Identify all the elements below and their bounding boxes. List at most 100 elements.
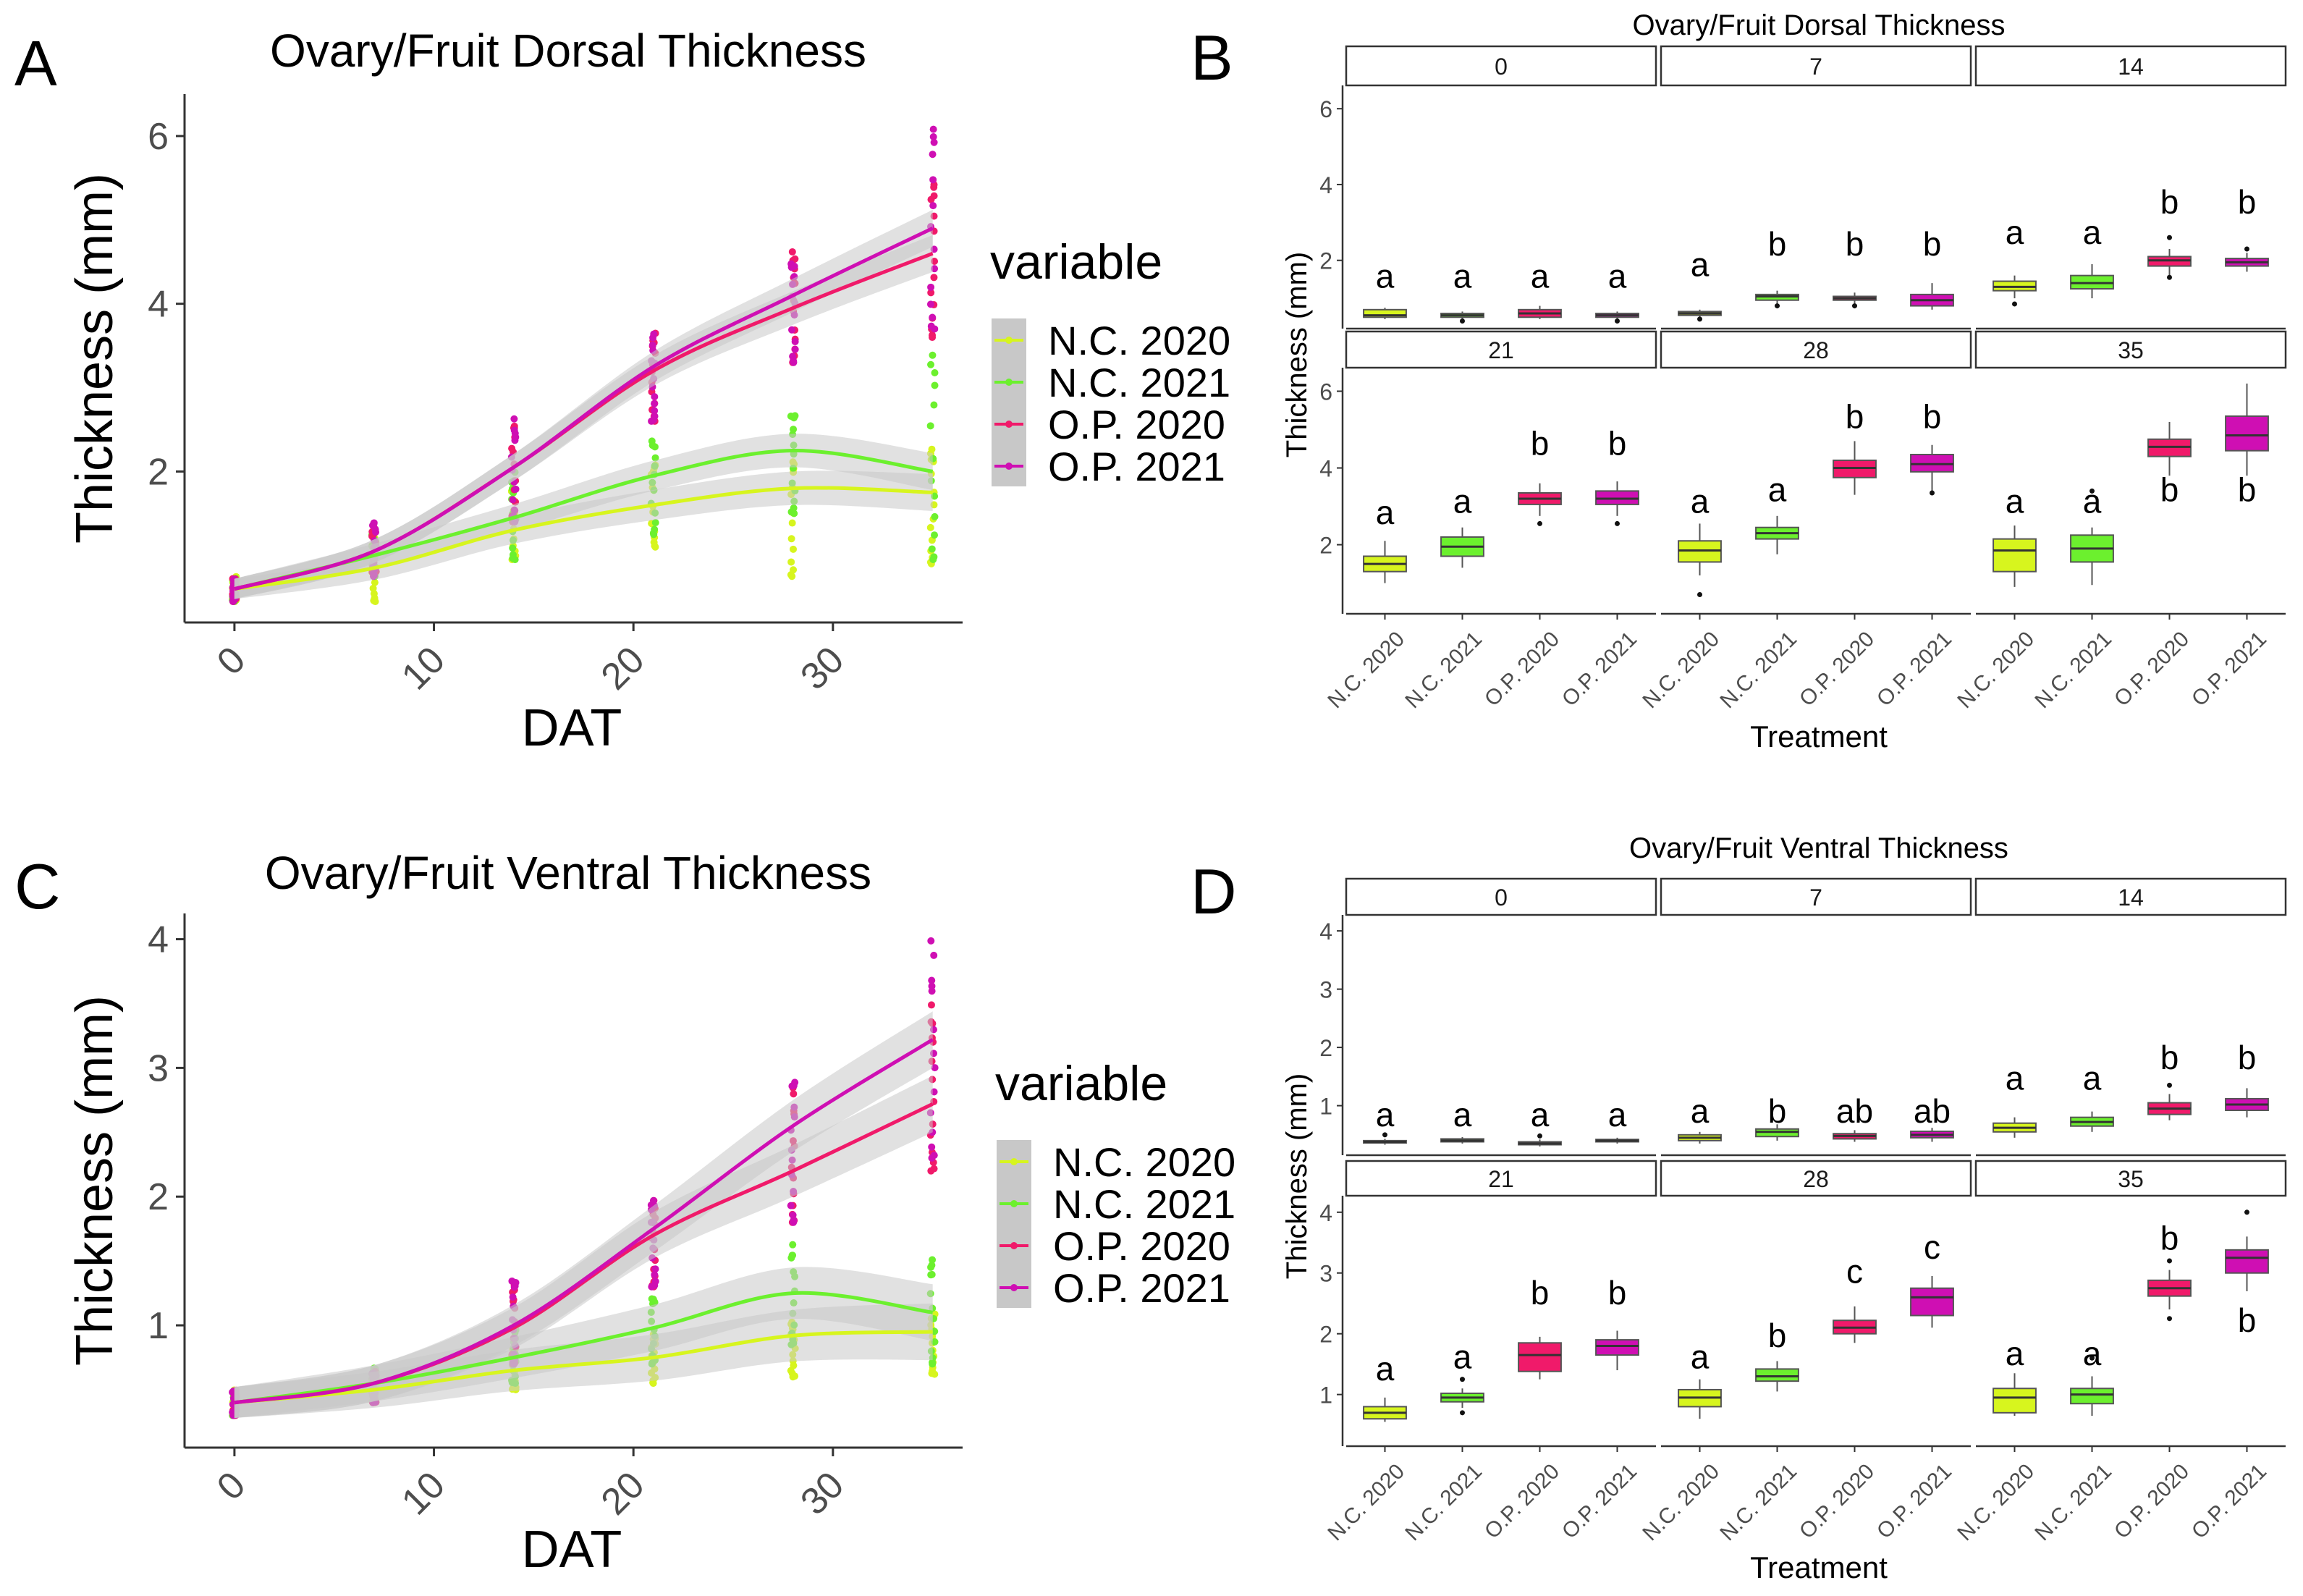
data-point bbox=[929, 313, 937, 321]
box-outlier bbox=[1697, 316, 1702, 322]
significance-letter: a bbox=[2006, 482, 2024, 520]
data-point bbox=[931, 512, 939, 520]
confidence-band bbox=[234, 209, 933, 599]
significance-letter: ab bbox=[1836, 1092, 1873, 1130]
series-line bbox=[234, 1038, 934, 1405]
significance-letter: b bbox=[1768, 1317, 1787, 1354]
data-point bbox=[509, 551, 517, 559]
data-point bbox=[928, 1262, 936, 1270]
significance-letter: a bbox=[1608, 257, 1627, 295]
data-point bbox=[651, 519, 659, 527]
significance-letter: a bbox=[1531, 257, 1550, 295]
y-tick-label: 2 bbox=[1319, 248, 1332, 274]
y-tick-label: 1 bbox=[1319, 1094, 1332, 1120]
significance-letter: b bbox=[2238, 1039, 2257, 1076]
facet-strip bbox=[1974, 45, 2287, 87]
facet-strip-label: 28 bbox=[1803, 1166, 1829, 1192]
box-body bbox=[1993, 1388, 2037, 1414]
data-point bbox=[650, 330, 658, 338]
significance-letter: a bbox=[1453, 257, 1472, 295]
data-point bbox=[927, 283, 935, 291]
data-point bbox=[790, 1090, 798, 1098]
box-outlier bbox=[2089, 1355, 2095, 1361]
significance-letter: b bbox=[1768, 225, 1787, 263]
data-point bbox=[651, 393, 659, 401]
data-point bbox=[927, 360, 935, 368]
box-outlier bbox=[1460, 1377, 1465, 1382]
data-point bbox=[929, 202, 937, 210]
data-point bbox=[931, 381, 939, 389]
data-point bbox=[928, 1143, 936, 1151]
data-point bbox=[512, 485, 520, 493]
data-point bbox=[790, 566, 798, 574]
box-body bbox=[2070, 1388, 2114, 1405]
significance-letter: b bbox=[1608, 425, 1627, 463]
facet-strip-label: 35 bbox=[2118, 337, 2144, 363]
legend-entry-label: N.C. 2021 bbox=[1048, 360, 1230, 405]
box-outlier bbox=[2167, 1258, 2172, 1264]
data-point bbox=[790, 504, 798, 512]
data-point bbox=[648, 442, 656, 449]
data-point bbox=[510, 415, 518, 423]
box-body bbox=[2225, 1249, 2269, 1274]
box-outlier bbox=[1930, 490, 1935, 496]
significance-letter: a bbox=[1376, 257, 1395, 295]
data-point bbox=[928, 545, 936, 553]
y-axis-label: Thickness (mm) bbox=[1281, 1073, 1313, 1279]
significance-letter: a bbox=[2006, 1059, 2024, 1097]
facet-strip-label: 0 bbox=[1495, 54, 1508, 80]
box-outlier bbox=[1615, 520, 1620, 526]
significance-letter: b bbox=[2238, 1301, 2257, 1339]
data-point bbox=[929, 125, 937, 133]
y-tick-label: 3 bbox=[1319, 977, 1332, 1003]
box-outlier bbox=[1697, 591, 1702, 597]
y-tick-label: 4 bbox=[1319, 1200, 1332, 1226]
y-tick-label: 3 bbox=[1319, 1261, 1332, 1287]
data-point bbox=[371, 578, 379, 586]
data-point bbox=[651, 525, 659, 533]
legend-key-point bbox=[1010, 1158, 1018, 1165]
y-tick-label: 2 bbox=[148, 1176, 169, 1218]
legend-key-point bbox=[1005, 337, 1013, 344]
data-point bbox=[651, 413, 659, 421]
y-tick-label: 4 bbox=[1319, 456, 1332, 482]
facet-strip bbox=[1660, 45, 1972, 87]
y-tick-label: 4 bbox=[1319, 172, 1332, 198]
box-body bbox=[1755, 1368, 1799, 1382]
facet-strip bbox=[1345, 1160, 1657, 1197]
data-point bbox=[927, 937, 935, 945]
x-axis-label: Treatment bbox=[1750, 719, 1888, 753]
significance-letter: a bbox=[2083, 482, 2102, 520]
y-tick-label: 6 bbox=[1319, 379, 1332, 405]
box-outlier bbox=[1537, 520, 1542, 526]
y-tick-label: 1 bbox=[1319, 1382, 1332, 1409]
data-point bbox=[787, 412, 795, 420]
data-point bbox=[787, 535, 795, 543]
data-point bbox=[931, 1064, 939, 1072]
panel-letter: B bbox=[1191, 22, 1233, 93]
data-point bbox=[926, 422, 934, 430]
box-outlier bbox=[2089, 488, 2095, 494]
significance-letter: b bbox=[1923, 398, 1942, 436]
legend-key-point bbox=[1010, 1284, 1018, 1291]
y-tick-label: 2 bbox=[148, 451, 169, 493]
legend-key-point bbox=[1005, 379, 1013, 386]
y-tick-label: 3 bbox=[148, 1047, 169, 1089]
box-body bbox=[1363, 308, 1407, 318]
legend-key-point bbox=[1010, 1200, 1018, 1207]
data-point bbox=[928, 976, 936, 984]
data-point bbox=[651, 1271, 659, 1279]
box-outlier bbox=[1537, 1133, 1542, 1139]
significance-letter: b bbox=[1768, 1092, 1787, 1130]
legend-title: variable bbox=[990, 235, 1162, 290]
data-point bbox=[929, 351, 937, 359]
legend-entry-label: N.C. 2021 bbox=[1053, 1181, 1235, 1227]
data-point bbox=[927, 1001, 935, 1009]
data-point bbox=[788, 519, 796, 527]
box-outlier bbox=[2167, 1082, 2172, 1088]
y-tick-label: 2 bbox=[1319, 533, 1332, 559]
y-tick-label: 4 bbox=[1319, 919, 1332, 945]
box-outlier bbox=[1852, 303, 1857, 309]
data-point bbox=[926, 300, 934, 308]
